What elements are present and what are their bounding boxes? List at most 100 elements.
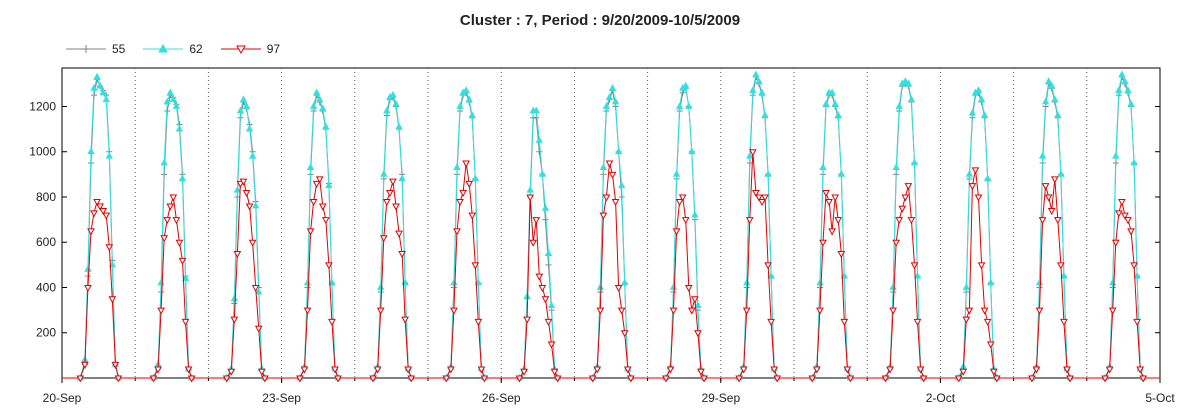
series-1-point xyxy=(1045,77,1053,84)
series-1-point xyxy=(1124,86,1132,94)
series-1-point xyxy=(383,106,391,114)
x-tick-label: 20-Sep xyxy=(43,391,82,405)
series-2-point xyxy=(331,366,339,374)
series-1-point xyxy=(907,95,916,103)
series-1-point xyxy=(767,271,775,279)
series-2-point xyxy=(325,262,333,270)
series-2-point xyxy=(588,375,597,383)
series-1-point xyxy=(895,102,903,109)
series-2-point xyxy=(465,180,474,188)
series-1-point xyxy=(239,95,248,103)
series-2-point xyxy=(442,375,451,383)
series-2-point xyxy=(538,284,547,293)
series-2-point xyxy=(233,251,242,259)
series-2-point xyxy=(1101,375,1109,383)
series-2-point xyxy=(160,235,169,243)
series-2-point xyxy=(813,366,821,374)
series-1-point xyxy=(1041,97,1050,105)
series-2-point xyxy=(816,307,824,315)
series-1-point xyxy=(178,174,187,182)
series-2-point xyxy=(169,194,178,202)
series-1-point xyxy=(535,136,543,143)
series-2-point xyxy=(242,189,251,197)
series-2-point xyxy=(834,217,843,225)
chart-legend: 55 62 97 xyxy=(66,42,280,56)
series-2-point xyxy=(526,194,535,202)
series-1-point xyxy=(102,95,110,103)
series-2-point xyxy=(303,307,312,315)
series-2-point xyxy=(968,183,977,191)
series-2-point xyxy=(376,307,385,315)
series-2-point xyxy=(1105,366,1114,374)
series-1-point xyxy=(910,158,919,166)
series-1-point xyxy=(306,163,315,170)
x-tick-label: 2-Oct xyxy=(926,391,956,405)
legend-label-series-2: 97 xyxy=(266,42,281,56)
series-2-point xyxy=(919,375,928,383)
series-2-point xyxy=(76,375,85,383)
series-1-point xyxy=(242,102,251,109)
series-1-point xyxy=(605,93,614,100)
series-2-point xyxy=(904,183,913,191)
series-2-point xyxy=(678,194,687,202)
series-1-point xyxy=(980,111,989,118)
series-2-point xyxy=(1032,366,1041,374)
y-tick-label: 200 xyxy=(36,326,56,340)
series-2-point xyxy=(178,257,187,265)
series-2-point xyxy=(99,208,108,216)
series-2-point xyxy=(1130,262,1138,270)
series-2-point xyxy=(477,366,486,374)
series-1-point xyxy=(471,174,479,182)
y-tick-label: 1200 xyxy=(29,99,56,113)
series-2-point xyxy=(611,199,620,207)
series-2-point xyxy=(954,375,963,383)
series-2-point xyxy=(764,262,772,270)
series-2-point xyxy=(1111,239,1120,247)
series-1-point xyxy=(233,185,242,193)
series-1-point xyxy=(743,278,751,286)
series-2-point xyxy=(369,375,377,383)
series-2-point xyxy=(157,307,165,315)
series-2-point xyxy=(257,368,266,376)
series-2-point xyxy=(172,217,181,225)
series-1-point xyxy=(96,81,104,89)
series-2-point xyxy=(974,194,983,202)
series-2-point xyxy=(453,228,461,236)
series-2-point xyxy=(553,375,562,383)
series-2-point xyxy=(1063,366,1071,374)
series-2-point xyxy=(395,230,403,238)
series-1-point xyxy=(380,170,388,177)
series-1-point xyxy=(669,283,678,290)
series-1-point xyxy=(984,174,992,182)
series-2-point xyxy=(166,203,175,211)
series-2-point xyxy=(154,366,162,374)
series-2-point xyxy=(977,262,986,270)
series-2-point xyxy=(544,318,553,326)
series-2-point xyxy=(312,180,321,188)
series-2-point xyxy=(1038,217,1047,225)
series-1-point xyxy=(602,102,611,109)
y-tick-label: 800 xyxy=(36,190,56,204)
series-2-point xyxy=(456,199,464,207)
series-1-point xyxy=(675,102,684,109)
series-1-point xyxy=(822,99,830,107)
series-2-point xyxy=(898,205,907,213)
series-1-point xyxy=(614,147,623,155)
series-2-point xyxy=(825,199,833,207)
series-1-point xyxy=(87,147,95,155)
series-2-point xyxy=(87,228,95,236)
series-2-point xyxy=(681,217,690,225)
legend-label-series-1: 62 xyxy=(189,42,203,56)
series-2-point xyxy=(846,375,855,383)
series-2-point xyxy=(901,194,910,202)
series-2-point xyxy=(81,361,89,369)
series-2-point xyxy=(742,307,751,315)
series-2-point xyxy=(114,375,123,383)
series-0-point xyxy=(536,148,543,155)
series-1-point xyxy=(1057,170,1065,177)
series-2-point xyxy=(599,212,608,220)
series-2-point xyxy=(907,217,916,225)
series-2-point xyxy=(306,228,315,236)
y-tick-label: 1000 xyxy=(29,145,56,159)
series-2-point xyxy=(745,217,754,225)
